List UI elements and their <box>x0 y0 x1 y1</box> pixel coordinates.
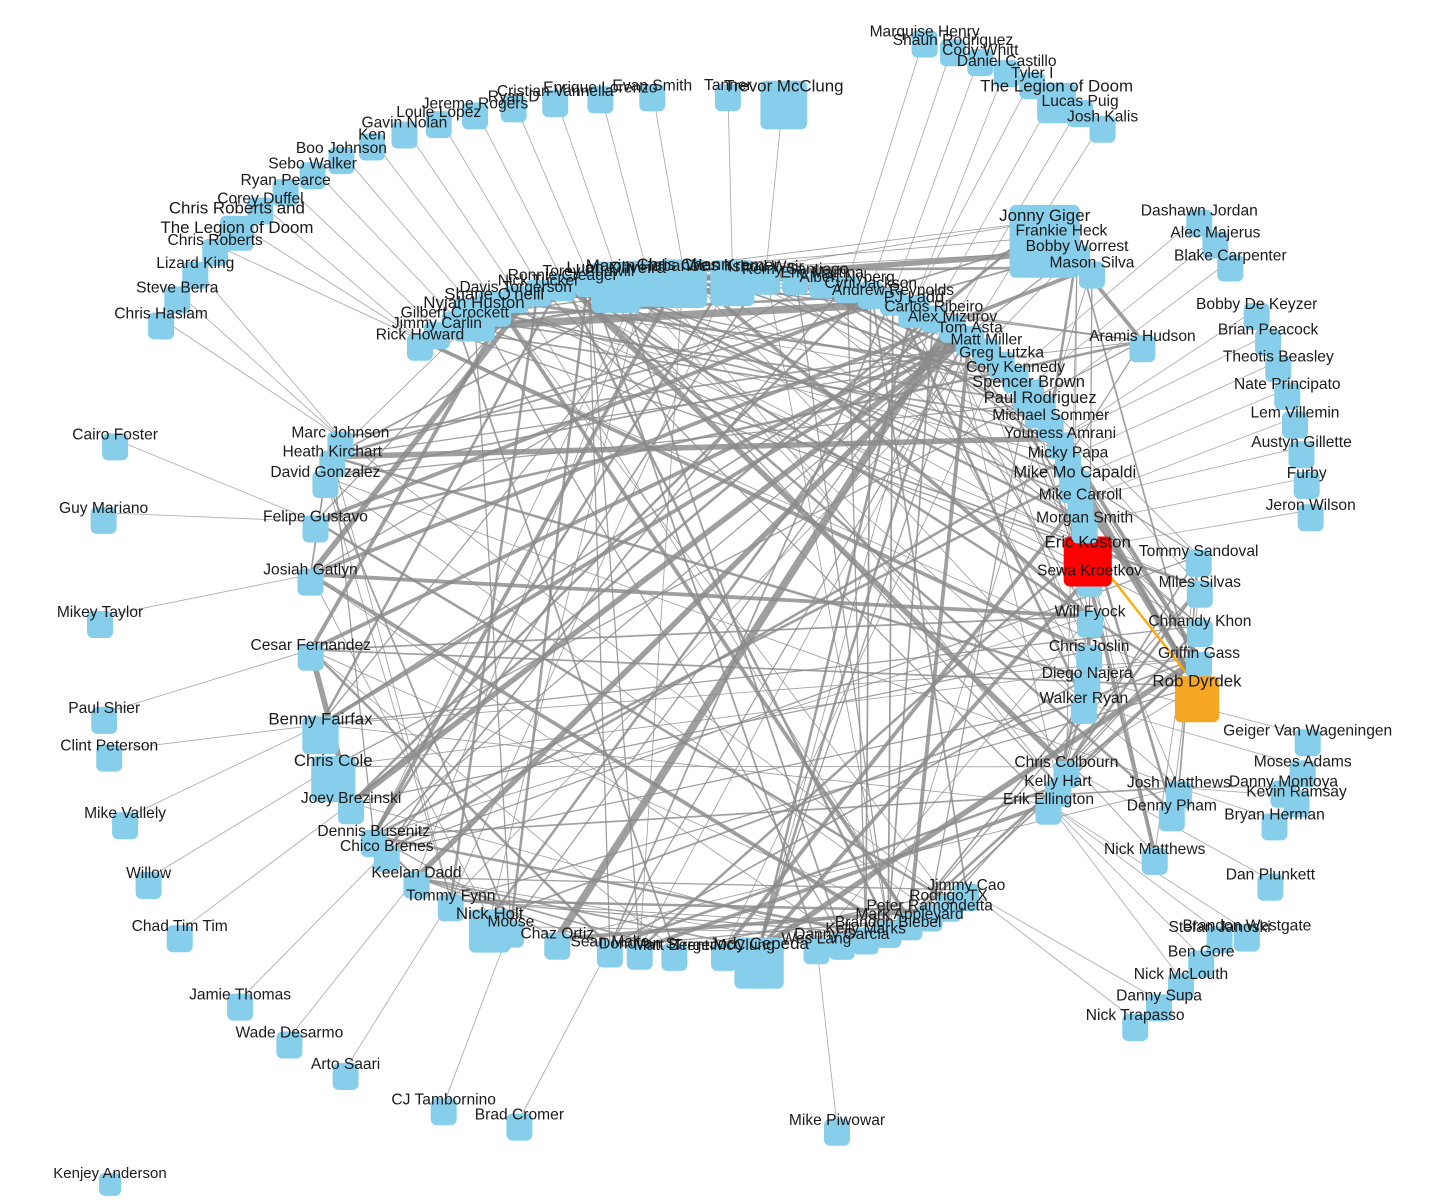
svg-text:Miles Silvas: Miles Silvas <box>1159 574 1242 591</box>
svg-text:Erik Ellington: Erik Ellington <box>1003 791 1094 808</box>
svg-text:Lem Villemin: Lem Villemin <box>1251 405 1340 422</box>
svg-text:Walker Ryan: Walker Ryan <box>1040 690 1129 707</box>
svg-text:Brandon Westgate: Brandon Westgate <box>1182 918 1311 935</box>
svg-text:Ben Gore: Ben Gore <box>1168 943 1235 960</box>
svg-text:Arto Saari: Arto Saari <box>311 1056 380 1073</box>
svg-text:Mikey Taylor: Mikey Taylor <box>57 604 143 621</box>
svg-text:Paul Rodriguez: Paul Rodriguez <box>984 389 1097 407</box>
svg-text:Bobby Worrest: Bobby Worrest <box>1026 238 1130 255</box>
svg-text:Dashawn Jordan: Dashawn Jordan <box>1141 203 1258 220</box>
svg-text:Chris Haslam: Chris Haslam <box>114 306 208 323</box>
svg-text:Guy Mariano: Guy Mariano <box>59 500 149 517</box>
svg-text:Ryan Pearce: Ryan Pearce <box>241 172 331 189</box>
svg-text:Paul Shier: Paul Shier <box>68 700 140 717</box>
svg-text:Sewa Kroetkov: Sewa Kroetkov <box>1037 563 1142 580</box>
svg-text:Kenjey Anderson: Kenjey Anderson <box>53 1165 166 1182</box>
svg-text:Kelly Hart: Kelly Hart <box>1024 773 1092 790</box>
svg-text:Marc Johnson: Marc Johnson <box>291 425 389 442</box>
svg-text:Jeron Wilson: Jeron Wilson <box>1266 497 1356 514</box>
svg-text:Kevin Ramsay: Kevin Ramsay <box>1246 783 1347 800</box>
svg-text:Tommy Fynn: Tommy Fynn <box>406 887 495 904</box>
svg-text:Blake Carpenter: Blake Carpenter <box>1174 247 1287 264</box>
svg-text:Chris Roberts: Chris Roberts <box>168 232 264 249</box>
svg-text:Wade Desarmo: Wade Desarmo <box>236 1024 344 1041</box>
svg-text:Joey Brezinski: Joey Brezinski <box>301 790 402 807</box>
svg-text:Furby: Furby <box>1287 465 1327 482</box>
svg-text:Brian Peacock: Brian Peacock <box>1218 322 1319 339</box>
svg-text:Cesar Fernandez: Cesar Fernandez <box>250 637 371 654</box>
svg-text:Mike Piwowar: Mike Piwowar <box>789 1112 885 1129</box>
svg-text:Mike Mo Capaldi: Mike Mo Capaldi <box>1013 464 1136 482</box>
svg-text:Josh Kalis: Josh Kalis <box>1067 109 1138 126</box>
svg-text:Keelan Dadd: Keelan Dadd <box>371 865 461 882</box>
svg-text:Tanner: Tanner <box>704 77 752 94</box>
svg-text:Bryan Herman: Bryan Herman <box>1224 806 1325 823</box>
svg-text:Dan Plunkett: Dan Plunkett <box>1226 867 1316 884</box>
svg-text:Frankie Heck: Frankie Heck <box>1015 223 1107 240</box>
svg-text:Benny Fairfax: Benny Fairfax <box>268 710 373 729</box>
svg-text:Felipe Gustavo: Felipe Gustavo <box>263 509 368 526</box>
svg-text:Heath Kirchart: Heath Kirchart <box>282 444 382 461</box>
svg-text:Chris Joslin: Chris Joslin <box>1049 638 1130 655</box>
svg-text:Michael Sommer: Michael Sommer <box>992 407 1109 424</box>
svg-text:Chris Cole: Chris Cole <box>294 751 373 770</box>
svg-text:Rob Dyrdek: Rob Dyrdek <box>1152 671 1242 690</box>
svg-text:David Gonzalez: David Gonzalez <box>270 464 380 481</box>
svg-text:Steve Berra: Steve Berra <box>136 279 219 296</box>
svg-text:Nate Principato: Nate Principato <box>1234 376 1341 393</box>
svg-text:Austyn Gillette: Austyn Gillette <box>1251 434 1352 451</box>
svg-text:Alec Majerus: Alec Majerus <box>1170 225 1260 242</box>
svg-text:Nick Trapasso: Nick Trapasso <box>1086 1007 1185 1024</box>
svg-text:Mason Silva: Mason Silva <box>1050 255 1135 272</box>
svg-text:Moses Adams: Moses Adams <box>1254 753 1352 770</box>
svg-text:Willow: Willow <box>126 865 172 882</box>
svg-text:Chico Brenes: Chico Brenes <box>340 838 434 855</box>
svg-text:Jimmy Cao: Jimmy Cao <box>927 877 1005 894</box>
svg-text:Chad Tim Tim: Chad Tim Tim <box>132 918 228 935</box>
svg-text:Aramis Hudson: Aramis Hudson <box>1089 328 1196 345</box>
svg-text:Micky Papa: Micky Papa <box>1028 444 1109 461</box>
svg-text:Eric Koston: Eric Koston <box>1045 533 1131 552</box>
svg-text:Chris Roberts and: Chris Roberts and <box>169 199 305 218</box>
svg-text:Brad Cromer: Brad Cromer <box>475 1107 564 1124</box>
svg-text:Josiah Gatlyn: Josiah Gatlyn <box>263 562 357 579</box>
svg-text:Diego Najera: Diego Najera <box>1042 665 1133 682</box>
svg-text:Lucas Puig: Lucas Puig <box>1042 93 1119 110</box>
svg-text:Clint Peterson: Clint Peterson <box>60 738 158 755</box>
svg-text:Griffin Gass: Griffin Gass <box>1158 645 1240 662</box>
svg-text:Denny Pham: Denny Pham <box>1127 797 1217 814</box>
svg-text:Danny Supa: Danny Supa <box>1116 987 1202 1004</box>
svg-text:Nick McLouth: Nick McLouth <box>1134 966 1228 983</box>
svg-text:Will Fyock: Will Fyock <box>1054 603 1125 620</box>
svg-text:Bobby De Keyzer: Bobby De Keyzer <box>1196 296 1317 313</box>
svg-text:Lizard King: Lizard King <box>156 255 234 272</box>
svg-text:Mike Carroll: Mike Carroll <box>1039 486 1122 503</box>
svg-text:Cairo Foster: Cairo Foster <box>72 426 158 443</box>
svg-text:Mike Vallely: Mike Vallely <box>84 805 166 822</box>
svg-text:Jamie Thomas: Jamie Thomas <box>189 987 291 1004</box>
svg-text:Josh Matthews: Josh Matthews <box>1127 775 1231 792</box>
svg-text:Chhandy Khon: Chhandy Khon <box>1148 613 1251 630</box>
svg-text:Morgan Smith: Morgan Smith <box>1036 509 1133 526</box>
svg-text:Geiger Van Wageningen: Geiger Van Wageningen <box>1223 722 1392 739</box>
svg-text:Theotis Beasley: Theotis Beasley <box>1223 348 1334 365</box>
svg-text:Rick Howard: Rick Howard <box>376 327 464 344</box>
svg-text:Youness Amrani: Youness Amrani <box>1004 425 1116 442</box>
svg-text:Chris Colbourn: Chris Colbourn <box>1014 754 1118 771</box>
svg-text:Sebo Walker: Sebo Walker <box>268 155 357 172</box>
svg-text:Tommy Sandoval: Tommy Sandoval <box>1139 543 1259 560</box>
svg-text:Nick Matthews: Nick Matthews <box>1104 841 1206 858</box>
